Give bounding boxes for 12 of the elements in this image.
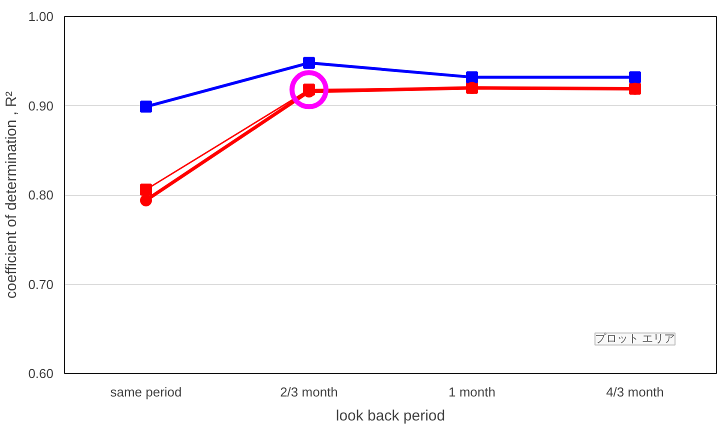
x-tick-label: 4/3 month: [606, 384, 664, 400]
y-tick-label: 1.00: [28, 9, 54, 24]
y-axis-title: coefficient of determination , R²: [3, 91, 20, 299]
y-tick-label: 0.90: [28, 98, 54, 114]
y-tick-label: 0.70: [28, 276, 54, 292]
x-tick-label: 1 month: [448, 384, 496, 400]
y-tick-label: 0.60: [28, 366, 54, 381]
annotation: プロット エリア: [594, 332, 676, 345]
y-tick-label: 0.80: [28, 188, 54, 202]
x-tick-label: 2/3 month: [280, 384, 338, 400]
x-tick-label: same period: [110, 384, 182, 400]
x-axis-title: look back period: [336, 408, 446, 424]
